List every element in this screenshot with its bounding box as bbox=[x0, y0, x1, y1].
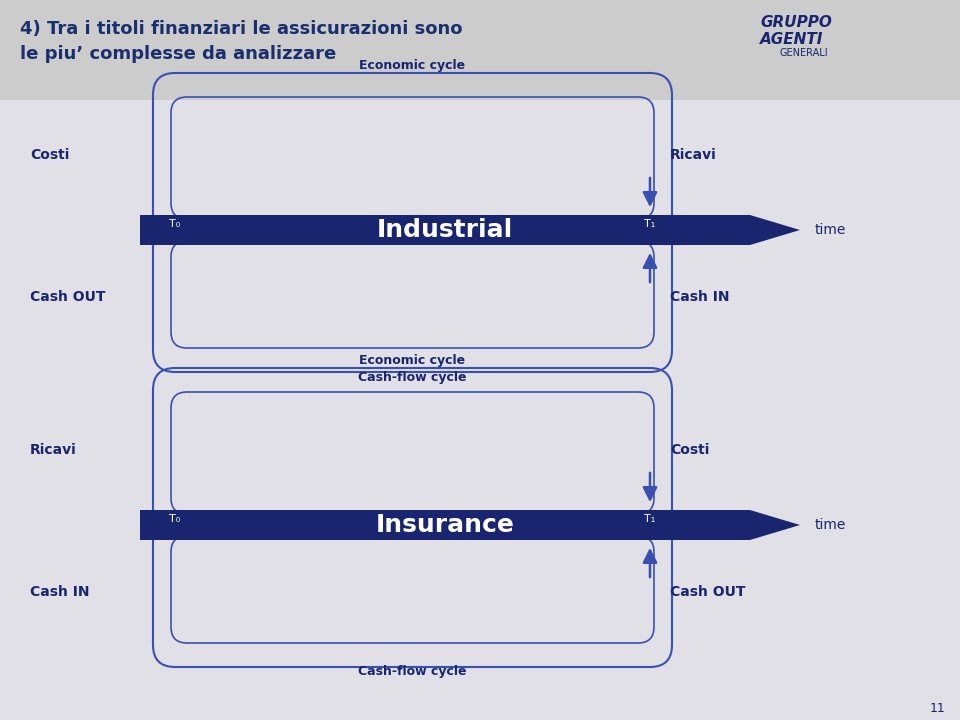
Text: Cash OUT: Cash OUT bbox=[30, 290, 106, 304]
Text: Ricavi: Ricavi bbox=[670, 148, 717, 162]
Polygon shape bbox=[750, 215, 800, 245]
Text: GENERALI: GENERALI bbox=[780, 48, 828, 58]
Text: AGENTI: AGENTI bbox=[760, 32, 824, 47]
Text: Economic cycle: Economic cycle bbox=[359, 354, 466, 366]
Bar bbox=[140, 510, 750, 540]
Text: Costi: Costi bbox=[30, 148, 69, 162]
Text: Cash-flow cycle: Cash-flow cycle bbox=[358, 371, 467, 384]
Text: Costi: Costi bbox=[670, 443, 709, 457]
Text: T₁: T₁ bbox=[644, 514, 656, 524]
Text: GRUPPO: GRUPPO bbox=[760, 15, 832, 30]
Text: Cash-flow cycle: Cash-flow cycle bbox=[358, 665, 467, 678]
Text: Ricavi: Ricavi bbox=[30, 443, 77, 457]
Text: le piu’ complesse da analizzare: le piu’ complesse da analizzare bbox=[20, 45, 336, 63]
Text: Cash IN: Cash IN bbox=[670, 290, 730, 304]
Text: T₁: T₁ bbox=[644, 219, 656, 229]
Text: Industrial: Industrial bbox=[377, 218, 514, 242]
Text: time: time bbox=[815, 223, 847, 237]
Text: time: time bbox=[815, 518, 847, 532]
Text: 4) Tra i titoli finanziari le assicurazioni sono: 4) Tra i titoli finanziari le assicurazi… bbox=[20, 20, 463, 38]
Text: T₀: T₀ bbox=[169, 219, 180, 229]
Text: Cash OUT: Cash OUT bbox=[670, 585, 746, 599]
Text: 11: 11 bbox=[929, 702, 945, 715]
Text: Cash IN: Cash IN bbox=[30, 585, 89, 599]
Text: Insurance: Insurance bbox=[375, 513, 515, 537]
Polygon shape bbox=[750, 510, 800, 540]
Bar bbox=[0, 0, 960, 100]
Bar bbox=[140, 215, 750, 245]
Text: Economic cycle: Economic cycle bbox=[359, 58, 466, 71]
Text: T₀: T₀ bbox=[169, 514, 180, 524]
